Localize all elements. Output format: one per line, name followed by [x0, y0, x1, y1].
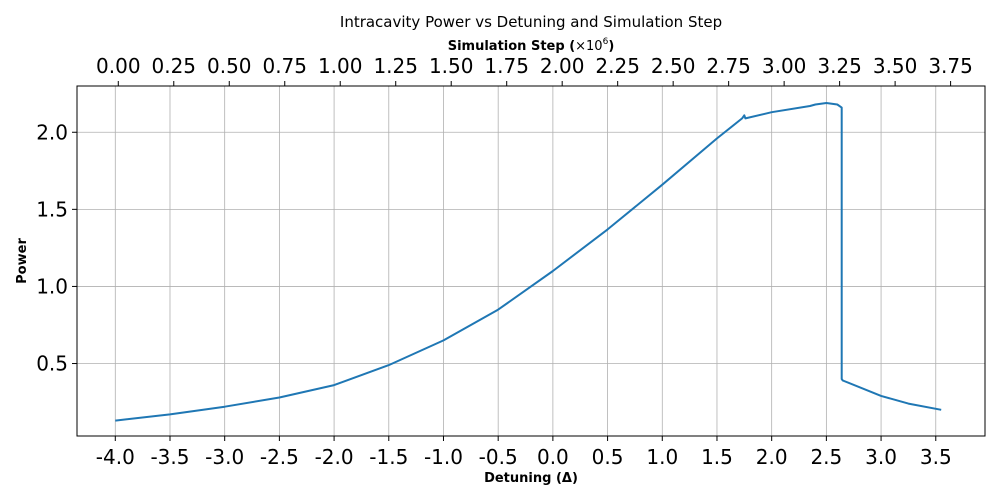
series-line	[115, 102, 942, 422]
top-x-tick-label: 0.25	[152, 54, 197, 78]
x-tick-label: 3.5	[920, 445, 952, 469]
top-x-tick-label: 0.00	[96, 54, 141, 78]
x-tick-label: -0.5	[479, 445, 518, 469]
top-x-axis-label: Simulation Step (×106)	[448, 37, 615, 54]
top-x-tick-label: 2.00	[540, 54, 585, 78]
top-x-axis-label-close: )	[608, 39, 614, 54]
chart-title: Intracavity Power vs Detuning and Simula…	[340, 13, 722, 31]
x-axis-ticks: -4.0 -3.5 -3.0 -2.5 -2.0 -1.5 -1.0 -0.5 0.0 0.5 1.…	[96, 436, 952, 469]
top-x-tick-label: 1.75	[484, 54, 529, 78]
y-tick-label: 0.5	[36, 352, 68, 376]
top-x-axis-label-main: Simulation Step (	[448, 39, 575, 54]
y-axis-label: Power	[15, 238, 30, 284]
x-tick-label: -1.5	[369, 445, 408, 469]
x-tick-label: -2.5	[260, 445, 299, 469]
top-x-axis-ticks: 0.00 0.25 0.50 0.75 1.00 1.25 1.50 1.75 2.00 2.25…	[96, 54, 973, 86]
top-x-axis-label-times: ×10	[575, 39, 602, 54]
top-x-tick-label: 3.50	[873, 54, 918, 78]
y-tick-label: 1.0	[36, 274, 68, 298]
grid	[77, 86, 985, 436]
top-x-tick-label: 2.50	[651, 54, 696, 78]
x-tick-label: 0.5	[592, 445, 624, 469]
top-x-tick-label: 1.00	[318, 54, 363, 78]
x-tick-label: 3.0	[865, 445, 897, 469]
x-tick-label: 2.0	[756, 445, 788, 469]
x-axis-label: Detuning (Δ)	[484, 471, 578, 486]
x-tick-label: -1.0	[424, 445, 463, 469]
x-tick-label: 1.0	[646, 445, 678, 469]
top-x-tick-label: 1.50	[429, 54, 474, 78]
x-tick-label: -3.5	[150, 445, 189, 469]
top-x-tick-label: 3.25	[817, 54, 862, 78]
x-tick-label: 0.0	[537, 445, 569, 469]
top-x-tick-label: 2.75	[706, 54, 751, 78]
top-x-axis-label-exp: 6	[603, 37, 609, 47]
top-x-tick-label: 3.75	[928, 54, 973, 78]
x-tick-label: 2.5	[810, 445, 842, 469]
top-x-tick-label: 2.25	[595, 54, 640, 78]
top-x-tick-label: 0.50	[207, 54, 252, 78]
y-tick-label: 2.0	[36, 120, 68, 144]
top-x-tick-label: 1.25	[373, 54, 418, 78]
top-x-tick-label: 0.75	[262, 54, 307, 78]
x-tick-label: 1.5	[701, 445, 733, 469]
y-tick-label: 1.5	[36, 197, 68, 221]
x-tick-label: -3.0	[205, 445, 244, 469]
x-tick-label: -4.0	[96, 445, 135, 469]
x-tick-label: -2.0	[315, 445, 354, 469]
top-x-tick-label: 3.00	[762, 54, 807, 78]
axes-frame	[76, 85, 986, 437]
y-axis-ticks: 0.5 1.0 1.5 2.0	[36, 120, 77, 376]
